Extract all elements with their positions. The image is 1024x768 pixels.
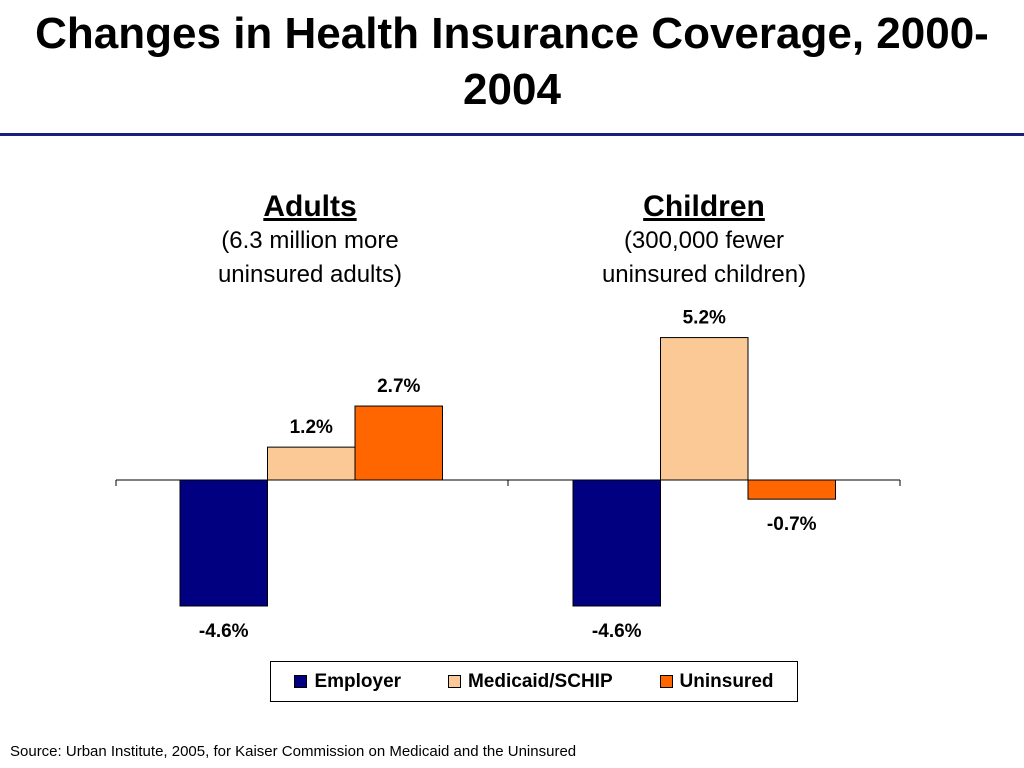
legend-item-medicaid: Medicaid/SCHIP bbox=[447, 670, 613, 693]
group-header-children: Children (300,000 fewer uninsured childr… bbox=[554, 190, 854, 292]
bar-children-medicaid-schip bbox=[660, 337, 749, 481]
legend-swatch-uninsured bbox=[659, 675, 673, 688]
legend: Employer Medicaid/SCHIP Uninsured bbox=[270, 661, 798, 702]
legend-label-employer: Employer bbox=[314, 670, 402, 692]
group-subtitle-children-line1: (300,000 fewer bbox=[623, 227, 785, 254]
data-label-adults-employer: -4.6% bbox=[199, 621, 249, 642]
legend-label-uninsured: Uninsured bbox=[679, 670, 774, 692]
legend-item-uninsured: Uninsured bbox=[659, 670, 774, 693]
group-subtitle-children-line2: uninsured children) bbox=[601, 261, 807, 288]
data-label-children-medicaid-schip: 5.2% bbox=[683, 308, 726, 329]
group-subtitle-adults-line1: (6.3 million more bbox=[221, 227, 399, 254]
legend-item-employer: Employer bbox=[294, 671, 401, 693]
bar-children-uninsured bbox=[747, 479, 836, 500]
source-note: Source: Urban Institute, 2005, for Kaise… bbox=[10, 743, 577, 760]
data-label-children-employer: -4.6% bbox=[592, 621, 642, 642]
data-label-adults-medicaid-schip: 1.2% bbox=[290, 417, 333, 438]
bar-adults-employer bbox=[179, 479, 268, 607]
legend-swatch-employer bbox=[294, 675, 308, 688]
legend-swatch-medicaid bbox=[447, 675, 461, 688]
title-divider bbox=[0, 133, 1024, 136]
group-title-children: Children bbox=[643, 190, 765, 223]
data-label-adults-uninsured: 2.7% bbox=[377, 376, 420, 397]
bar-adults-uninsured bbox=[354, 405, 443, 481]
chart-title: Changes in Health Insurance Coverage, 20… bbox=[35, 9, 989, 114]
group-subtitle-adults-line2: uninsured adults) bbox=[217, 261, 403, 288]
bar-children-employer bbox=[572, 479, 661, 607]
group-title-adults: Adults bbox=[263, 190, 357, 223]
group-header-adults: Adults (6.3 million more uninsured adult… bbox=[160, 190, 460, 292]
data-label-children-uninsured: -0.7% bbox=[767, 514, 817, 535]
bar-adults-medicaid-schip bbox=[267, 446, 356, 481]
legend-label-medicaid: Medicaid/SCHIP bbox=[467, 670, 613, 692]
